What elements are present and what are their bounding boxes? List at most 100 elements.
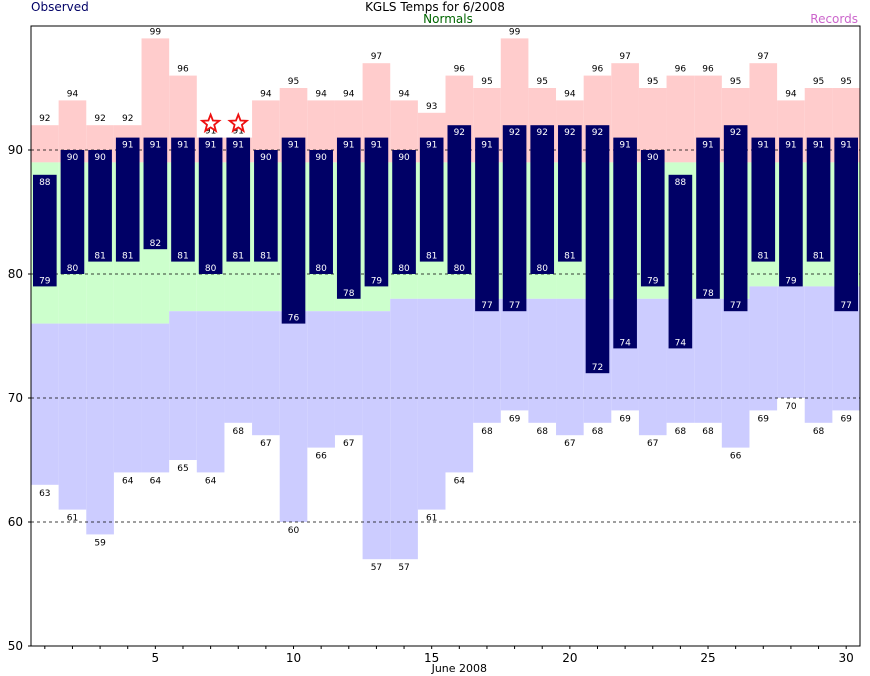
- observed-low-label: 81: [426, 252, 437, 262]
- observed-high-label: 91: [343, 141, 354, 151]
- record-low-label: 63: [39, 489, 50, 499]
- record-high-label: 96: [592, 65, 604, 75]
- record-high-label: 94: [67, 89, 79, 99]
- record-low-label: 69: [509, 414, 521, 424]
- record-low-label: 64: [205, 476, 217, 486]
- record-low-band: [390, 298, 418, 560]
- record-low-label: 66: [315, 452, 327, 462]
- observed-bar: [143, 137, 168, 250]
- chart-title: KGLS Temps for 6/2008: [365, 0, 505, 14]
- observed-high-label: 92: [454, 128, 465, 138]
- observed-high-label: 91: [481, 141, 492, 151]
- record-star-icon: [199, 112, 222, 133]
- record-low-band: [804, 286, 833, 423]
- observed-high-label: 91: [205, 141, 216, 151]
- observed-high-label: 91: [619, 141, 630, 151]
- record-low-band: [334, 311, 363, 436]
- record-high-label: 95: [813, 77, 824, 87]
- record-low-label: 69: [619, 414, 631, 424]
- observed-bar: [281, 137, 306, 324]
- observed-low-label: 74: [675, 338, 687, 348]
- plot-frame: [30, 25, 861, 647]
- observed-low-label: 78: [343, 289, 355, 299]
- record-high-label: 95: [647, 77, 658, 87]
- record-high-label: 91: [205, 127, 216, 137]
- observed-low-label: 79: [647, 276, 659, 286]
- observed-bar: [447, 125, 472, 274]
- record-low-label: 65: [177, 464, 188, 474]
- record-low-band: [58, 323, 87, 510]
- record-low-label: 57: [398, 563, 409, 573]
- observed-high-label: 88: [675, 178, 687, 188]
- observed-high-label: 92: [509, 128, 520, 138]
- record-low-band: [749, 286, 778, 411]
- legend-observed: Observed: [31, 0, 89, 14]
- record-low-label: 61: [67, 514, 78, 524]
- legend-normals: Normals: [423, 12, 473, 26]
- observed-low-label: 81: [122, 252, 133, 262]
- observed-low-label: 81: [813, 252, 824, 262]
- record-high-label: 96: [675, 65, 687, 75]
- observed-bar: [226, 137, 251, 262]
- x-tick-label: 30: [839, 651, 854, 665]
- record-low-band: [224, 311, 253, 423]
- observed-bar: [696, 137, 720, 299]
- record-low-band: [362, 311, 391, 560]
- record-high-label: 92: [94, 114, 105, 124]
- observed-high-label: 90: [67, 153, 79, 163]
- observed-high-label: 91: [122, 141, 133, 151]
- record-low-band: [31, 323, 59, 485]
- record-low-label: 68: [675, 427, 687, 437]
- observed-bar: [585, 125, 610, 374]
- observed-bar: [751, 137, 776, 262]
- observed-bar: [419, 137, 444, 262]
- observed-high-label: 92: [564, 128, 575, 138]
- observed-bar: [806, 137, 831, 262]
- observed-low-label: 79: [785, 276, 797, 286]
- observed-low-label: 77: [509, 301, 520, 311]
- observed-bar: [254, 150, 278, 262]
- record-high-label: 92: [122, 114, 133, 124]
- observed-high-label: 91: [840, 141, 851, 151]
- observed-high-label: 91: [785, 141, 796, 151]
- record-high-label: 96: [454, 65, 466, 75]
- record-high-label: 99: [509, 27, 521, 37]
- record-low-label: 67: [343, 439, 354, 449]
- record-high-label: 95: [840, 77, 851, 87]
- observed-high-label: 91: [758, 141, 769, 151]
- x-tick-label: 5: [152, 651, 160, 665]
- y-tick-label: 50: [8, 639, 23, 653]
- observed-low-label: 79: [371, 276, 383, 286]
- observed-high-label: 91: [177, 141, 188, 151]
- observed-low-label: 77: [481, 301, 492, 311]
- record-high-label: 95: [536, 77, 547, 87]
- record-low-label: 64: [454, 476, 466, 486]
- observed-low-label: 81: [564, 252, 575, 262]
- observed-low-label: 81: [758, 252, 769, 262]
- x-axis-label: June 2008: [431, 662, 487, 675]
- record-low-label: 68: [536, 427, 548, 437]
- observed-low-label: 76: [288, 314, 300, 324]
- record-high-label: 97: [619, 52, 630, 62]
- y-tick-label: 90: [8, 143, 23, 157]
- observed-bar: [115, 137, 140, 262]
- record-low-band: [169, 311, 197, 460]
- y-tick-label: 80: [8, 267, 23, 281]
- record-low-band: [694, 298, 722, 423]
- observed-bar: [640, 150, 665, 287]
- observed-high-label: 88: [39, 178, 51, 188]
- y-tick-label: 60: [8, 515, 23, 529]
- record-high-label: 94: [564, 89, 576, 99]
- record-low-label: 66: [730, 452, 742, 462]
- observed-high-label: 90: [315, 153, 327, 163]
- legend-records: Records: [810, 12, 858, 26]
- observed-bar: [834, 137, 858, 312]
- observed-low-label: 72: [592, 363, 603, 373]
- observed-low-label: 80: [205, 264, 217, 274]
- record-high-label: 97: [371, 52, 382, 62]
- observed-low-label: 82: [150, 239, 161, 249]
- observed-high-label: 90: [94, 153, 106, 163]
- observed-high-label: 91: [233, 141, 244, 151]
- record-low-label: 67: [564, 439, 575, 449]
- record-low-label: 64: [150, 476, 162, 486]
